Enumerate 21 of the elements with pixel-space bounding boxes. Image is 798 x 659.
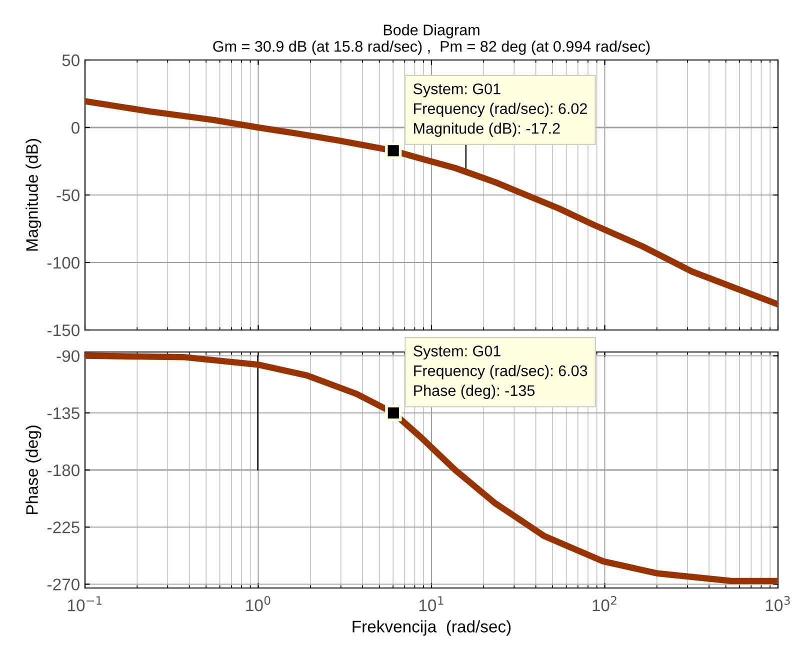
x-tick-label: 10$^{3}$ bbox=[766, 596, 790, 612]
x-axis-title: Frekvencija (rad/sec) bbox=[352, 620, 511, 636]
x-tick-label: 10$^{0}$ bbox=[246, 596, 270, 612]
y-tick-label: -90 bbox=[56, 350, 80, 362]
y-tick-label: -225 bbox=[48, 522, 80, 534]
x-tick-label: 10$^{2}$ bbox=[592, 596, 616, 612]
y-tick-label: -50 bbox=[56, 189, 80, 202]
y-tick-label: -135 bbox=[48, 407, 80, 420]
y-tick-label: -150 bbox=[48, 324, 80, 336]
y-tick-label: 50 bbox=[62, 54, 80, 66]
y-tick-label: 0 bbox=[72, 122, 80, 134]
y-axis-title: Magnitude (dB) bbox=[26, 139, 42, 251]
annotation: System: G01 Frequency (rad/sec): 6.03 Phase (deg): -135 bbox=[414, 346, 588, 400]
x-tick-label: 10$^{1}$ bbox=[419, 596, 444, 612]
y-axis-title: Phase (deg) bbox=[26, 426, 42, 514]
annotation: System: G01 Frequency (rad/sec): 6.02 Magnitude (dB): -17.2 bbox=[413, 83, 587, 137]
chart-title: Bode Diagram Gm = 30.9 dB (at 15.8 rad/sec) , Pm = 82 deg (at 0.994 rad/sec) bbox=[213, 24, 650, 55]
y-tick-label: -180 bbox=[48, 464, 80, 476]
y-tick-label: -100 bbox=[48, 256, 80, 269]
y-tick-label: -270 bbox=[48, 578, 80, 590]
x-tick-label: 10$^{−1}$ bbox=[68, 596, 102, 612]
